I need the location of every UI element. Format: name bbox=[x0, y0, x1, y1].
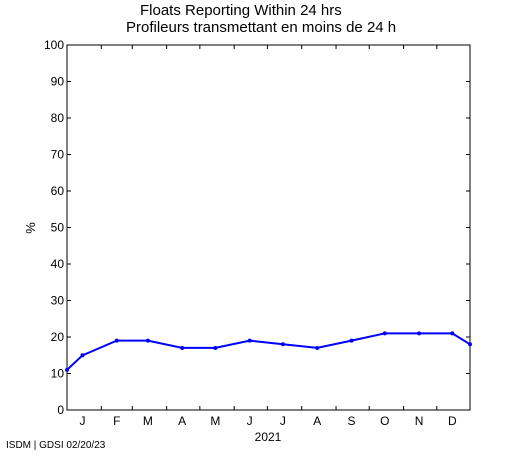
y-tick-label: 20 bbox=[51, 330, 65, 344]
x-axis-label: 2021 bbox=[255, 430, 282, 444]
y-axis-label: % bbox=[23, 222, 38, 234]
data-point bbox=[417, 331, 422, 336]
x-tick-label: S bbox=[348, 414, 356, 428]
x-tick-label: F bbox=[113, 414, 120, 428]
data-point bbox=[349, 338, 354, 343]
y-tick-label: 100 bbox=[44, 38, 64, 52]
data-point bbox=[315, 345, 320, 350]
y-tick-label: 60 bbox=[51, 184, 65, 198]
data-point bbox=[114, 338, 119, 343]
x-tick-label: M bbox=[143, 414, 153, 428]
data-point bbox=[65, 367, 69, 372]
y-tick-label: 50 bbox=[51, 221, 65, 235]
data-point bbox=[145, 338, 150, 343]
series-line bbox=[66, 332, 471, 371]
x-tick-label: N bbox=[415, 414, 424, 428]
x-tick-label: J bbox=[80, 414, 86, 428]
data-point bbox=[247, 338, 252, 343]
y-tick-label: 80 bbox=[51, 111, 65, 125]
x-tick-label: J bbox=[280, 414, 286, 428]
data-point bbox=[213, 345, 218, 350]
y-tick-label: 10 bbox=[51, 367, 65, 381]
y-tick-label: 30 bbox=[51, 294, 65, 308]
y-tick-label: 40 bbox=[51, 257, 65, 271]
x-tick-label: M bbox=[210, 414, 220, 428]
chart-subtitle: Profileurs transmettant en moins de 24 h bbox=[126, 19, 397, 36]
data-point bbox=[280, 342, 285, 347]
y-tick-label: 90 bbox=[51, 75, 65, 89]
x-tick-label: J bbox=[247, 414, 253, 428]
plot-frame bbox=[66, 44, 471, 411]
data-point bbox=[180, 345, 185, 350]
x-tick-label: A bbox=[178, 414, 186, 428]
y-axis: 0 10 20 30 40 50 60 70 80 90 100 bbox=[44, 38, 470, 417]
y-tick-label: 70 bbox=[51, 148, 65, 162]
data-point bbox=[468, 342, 472, 347]
data-point bbox=[450, 331, 455, 336]
x-tick-label: A bbox=[313, 414, 321, 428]
y-tick-label: 0 bbox=[57, 403, 64, 417]
data-point bbox=[382, 331, 387, 336]
data-point bbox=[80, 353, 85, 358]
footer-credit: ISDM | GDSI 02/20/23 bbox=[6, 440, 106, 451]
series-group bbox=[65, 331, 472, 372]
x-tick-label: D bbox=[448, 414, 457, 428]
chart-title: Floats Reporting Within 24 hrs bbox=[140, 2, 342, 19]
x-tick-label: O bbox=[380, 414, 389, 428]
